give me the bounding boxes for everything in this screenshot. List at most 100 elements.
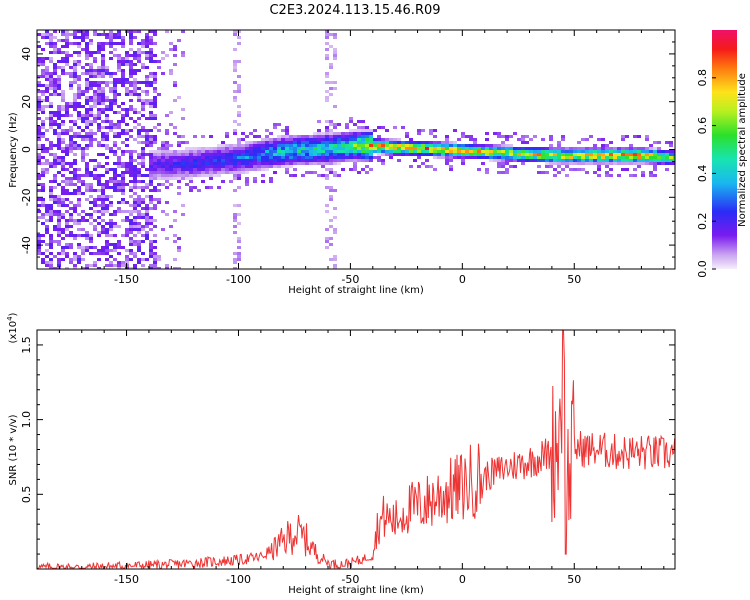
spectrogram-cell: [125, 51, 129, 54]
spectrogram-cell: [625, 150, 629, 153]
spectrogram-cell: [89, 222, 93, 225]
spectrogram-cell: [125, 171, 129, 174]
spectrogram-cell: [105, 246, 109, 249]
spectrogram-cell: [173, 159, 177, 162]
spectrogram-cell: [333, 258, 337, 261]
spectrogram-cell: [61, 180, 65, 183]
spectrogram-cell: [85, 78, 89, 81]
spectrogram-cell: [85, 186, 89, 189]
spectrogram-cell: [101, 63, 105, 66]
spectrogram-cell: [325, 129, 329, 132]
spectrogram-cell: [141, 108, 145, 111]
spectrogram-cell: [77, 63, 81, 66]
spectrogram-cell: [609, 153, 613, 156]
spectrogram-cell: [365, 141, 369, 144]
spectrogram-cell: [261, 174, 265, 177]
spectrogram-cell: [121, 210, 125, 213]
spectrogram-cell: [161, 210, 165, 213]
spectrogram-cell: [101, 195, 105, 198]
spectrogram-cell: [49, 36, 53, 39]
spectrogram-cell: [153, 96, 157, 99]
spectrogram-cell: [245, 147, 249, 150]
spectrogram-cell: [81, 159, 85, 162]
spectrogram-cell: [341, 147, 345, 150]
spectrogram-cell: [197, 165, 201, 168]
spectrogram-cell: [89, 213, 93, 216]
spectrogram-cell: [105, 195, 109, 198]
spectrogram-cell: [129, 225, 133, 228]
spectrogram-cell: [53, 213, 57, 216]
spectrogram-cell: [173, 81, 177, 84]
spectrogram-cell: [237, 105, 241, 108]
spectrogram-cell: [113, 213, 117, 216]
spectrogram-cell: [45, 33, 49, 36]
spectrogram-cell: [649, 153, 653, 156]
spectrogram-cell: [53, 177, 57, 180]
spectrogram-cell: [145, 45, 149, 48]
spectrogram-cell: [121, 189, 125, 192]
spectrogram-cell: [45, 99, 49, 102]
spectrogram-cell: [69, 234, 73, 237]
spectrogram-cell: [381, 150, 385, 153]
spectrogram-cell: [445, 147, 449, 150]
spectrogram-cell: [349, 117, 353, 120]
spectrogram-cell: [589, 147, 593, 150]
spectrogram-cell: [321, 144, 325, 147]
spectrogram-cell: [113, 234, 117, 237]
spectrogram-cell: [173, 99, 177, 102]
spectrogram-cell: [549, 144, 553, 147]
spectrogram-cell: [329, 168, 333, 171]
spectrogram-cell: [477, 150, 481, 153]
spectrogram-cell: [125, 228, 129, 231]
spectrogram-cell: [605, 165, 609, 168]
spectrogram-cell: [41, 57, 45, 60]
spectrogram-cell: [53, 225, 57, 228]
spectrogram-cell: [73, 102, 77, 105]
spectrogram-cell: [233, 225, 237, 228]
spectrogram-cell: [45, 204, 49, 207]
spectrogram-cell: [293, 156, 297, 159]
spectrogram-cell: [153, 219, 157, 222]
spectrogram-cell: [397, 141, 401, 144]
spectrogram-cell: [37, 45, 41, 48]
spectrogram-cell: [233, 99, 237, 102]
spectrogram-cell: [101, 57, 105, 60]
spectrogram-cell: [81, 258, 85, 261]
spectrogram-cell: [133, 201, 137, 204]
spectrogram-cell: [425, 147, 429, 150]
spectrogram-cell: [93, 69, 97, 72]
spectrogram-cell: [113, 225, 117, 228]
spectrogram-cell: [233, 66, 237, 69]
spectrogram-cell: [73, 267, 77, 269]
spectrogram-cell: [45, 138, 49, 141]
spectrogram-cell: [593, 156, 597, 159]
spectrogram-cell: [113, 264, 117, 267]
spectrogram-cell: [453, 150, 457, 153]
spectrogram-cell: [161, 156, 165, 159]
spectrogram-cell: [61, 237, 65, 240]
spectrogram-cell: [53, 84, 57, 87]
spectrogram-cell: [57, 105, 61, 108]
spectrogram-cell: [37, 102, 41, 105]
spectrogram-cell: [617, 147, 621, 150]
spectrogram-cell: [221, 171, 225, 174]
spectrogram-cell: [165, 267, 169, 269]
spectrogram-cell: [85, 231, 89, 234]
spectrogram-cell: [101, 60, 105, 63]
spectrogram-cell: [97, 231, 101, 234]
spectrogram-cell: [121, 78, 125, 81]
spectrogram-cell: [61, 90, 65, 93]
snr-multiplier: (x104): [6, 312, 19, 343]
spectrogram-cell: [249, 153, 253, 156]
spectrogram-cell: [441, 150, 445, 153]
spectrogram-cell: [169, 156, 173, 159]
spectrogram-cell: [109, 75, 113, 78]
spectrogram-cell: [385, 147, 389, 150]
spectrogram-cell: [669, 150, 673, 153]
spectrogram-y-label: Frequency (Hz): [8, 112, 19, 188]
spectrogram-cell: [129, 72, 133, 75]
spectrogram-cell: [69, 231, 73, 234]
spectrogram-cell: [125, 216, 129, 219]
spectrogram-cell: [85, 114, 89, 117]
spectrogram-cell: [513, 165, 517, 168]
